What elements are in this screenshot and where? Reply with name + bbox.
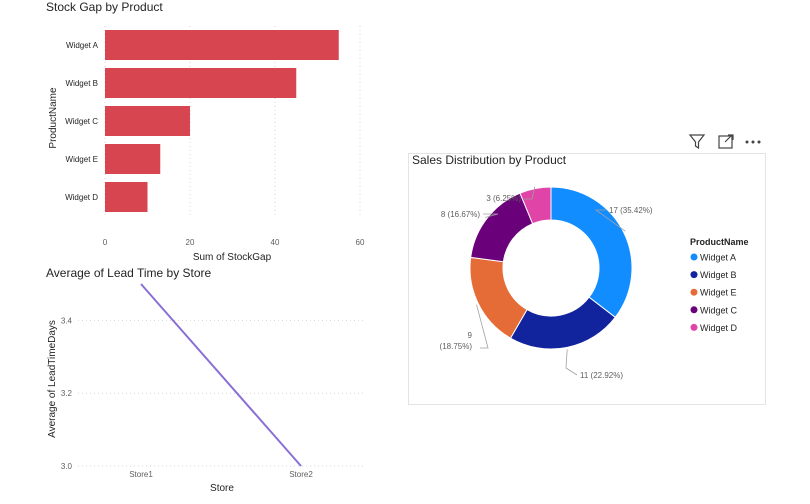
legend-item[interactable]: Widget B: [700, 270, 737, 280]
donut-slice[interactable]: [550, 186, 633, 319]
y-tick-label: Widget E: [66, 155, 98, 164]
bar[interactable]: [105, 182, 148, 212]
bar[interactable]: [105, 144, 161, 174]
data-label: 8 (16.67%): [441, 210, 480, 219]
donut-slice[interactable]: [509, 296, 616, 350]
y-axis-title: Average of LeadTimeDays: [47, 320, 58, 438]
y-tick-label: 3.4: [61, 316, 73, 325]
legend-item[interactable]: Widget C: [700, 305, 738, 315]
legend-item[interactable]: Widget D: [700, 323, 738, 333]
x-tick-label: 40: [271, 238, 280, 247]
legend-marker: [690, 323, 698, 331]
x-axis-title: Store: [210, 483, 234, 494]
data-label-leader: [476, 304, 489, 349]
x-axis-title: Sum of StockGap: [193, 252, 272, 263]
data-label-leader: [524, 186, 536, 200]
y-tick-label: Widget A: [66, 41, 99, 50]
legend-marker: [690, 271, 698, 279]
legend-marker: [690, 253, 698, 261]
bar[interactable]: [105, 106, 190, 136]
legend-item[interactable]: Widget A: [700, 253, 736, 263]
y-tick-label: Widget D: [65, 193, 98, 202]
y-axis-title: ProductName: [48, 87, 59, 149]
focus-mode-icon[interactable]: [718, 134, 734, 149]
legend-title: ProductName: [690, 237, 749, 247]
donut-chart-title: Sales Distribution by Product: [412, 153, 567, 167]
bar[interactable]: [105, 68, 297, 98]
y-tick-label: Widget C: [65, 117, 98, 126]
line-chart-title: Average of Lead Time by Store: [46, 266, 212, 280]
data-label-leader: [594, 209, 626, 232]
stock-gap-bar-chart[interactable]: 0 20 40 60 Widget A Widget B Widget C Widget E W…: [0, 18, 400, 268]
y-tick-label: 3.2: [61, 389, 73, 398]
line-series-lead-time[interactable]: [140, 283, 302, 467]
data-label: 17 (35.42%): [609, 206, 653, 215]
data-label: 9: [468, 331, 473, 340]
x-tick-label: Store1: [129, 470, 153, 479]
sales-distribution-donut-chart[interactable]: 17 (35.42%) 11 (22.92%) 9 (18.75%) 8 (16.67%…: [408, 170, 766, 404]
more-options-icon[interactable]: [745, 140, 761, 144]
bar[interactable]: [105, 30, 339, 60]
x-tick-label: Store2: [289, 470, 313, 479]
data-label: (18.75%): [440, 342, 473, 351]
legend-item[interactable]: Widget E: [700, 288, 737, 298]
x-tick-label: 20: [186, 238, 195, 247]
lead-time-line-chart[interactable]: 3.0 3.2 3.4 Store1 Store2 Store Average of Lea…: [0, 282, 400, 504]
x-tick-label: 0: [103, 238, 108, 247]
donut-slice[interactable]: [470, 192, 534, 263]
donut-visual-frame: [408, 153, 766, 405]
filter-icon[interactable]: [688, 134, 706, 150]
y-tick-label: 3.0: [61, 462, 73, 471]
legend-marker: [690, 306, 698, 314]
donut-slice[interactable]: [519, 186, 552, 225]
x-tick-label: 60: [356, 238, 365, 247]
legend-marker: [690, 288, 698, 296]
data-label-leader: [565, 349, 578, 376]
data-label: 3 (6.25%): [486, 194, 521, 203]
visual-header: [688, 133, 768, 151]
data-label-leader: [483, 213, 499, 218]
bar-chart-title: Stock Gap by Product: [46, 0, 163, 14]
y-tick-label: Widget B: [66, 79, 98, 88]
data-label: 11 (22.92%): [580, 371, 623, 380]
